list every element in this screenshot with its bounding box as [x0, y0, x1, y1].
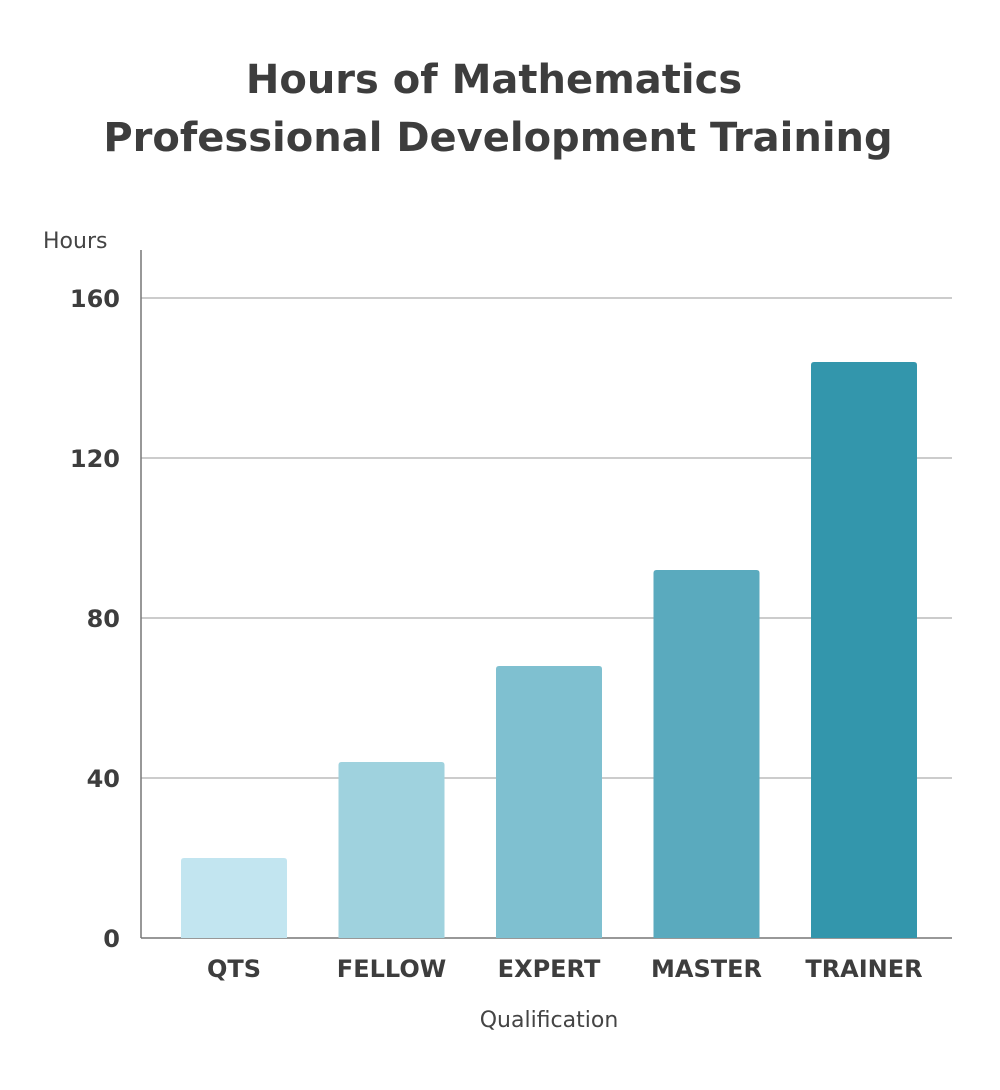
bar — [811, 362, 917, 938]
x-tick-label: MASTER — [651, 955, 762, 983]
x-tick-label: EXPERT — [498, 955, 601, 983]
y-tick-label: 160 — [70, 285, 120, 313]
bar — [338, 762, 445, 938]
bar — [181, 858, 287, 938]
x-tick-label: FELLOW — [337, 955, 446, 983]
y-axis-label: Hours — [43, 229, 107, 254]
x-tick-label: TRAINER — [805, 955, 922, 983]
y-tick-label: 0 — [103, 925, 120, 953]
x-axis-label: Qualification — [480, 1008, 619, 1033]
bar — [496, 666, 602, 938]
y-tick-label: 80 — [87, 605, 120, 633]
y-tick-label: 120 — [70, 445, 120, 473]
chart-title: Hours of Mathematics — [246, 57, 742, 103]
y-tick-label: 40 — [87, 765, 120, 793]
x-tick-label: QTS — [207, 955, 261, 983]
chart-title: Professional Development Training — [103, 115, 892, 161]
bar — [653, 570, 760, 938]
